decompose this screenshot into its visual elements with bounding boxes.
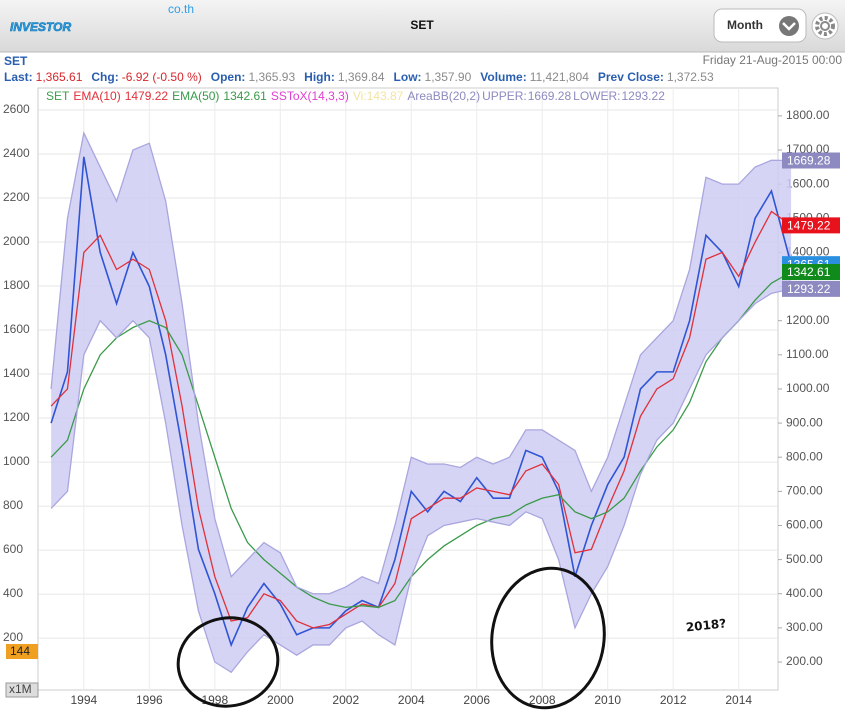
x-tick-label: 2002 — [332, 693, 359, 707]
y2-tick-label: 1400.00 — [786, 245, 830, 259]
legend-text: UPPER: — [482, 89, 527, 103]
y2-tick-label: 1800.00 — [786, 108, 830, 122]
y-tick-label: 2200 — [3, 190, 30, 204]
gear-hub — [820, 21, 830, 31]
x-tick-label: 2014 — [725, 693, 752, 707]
volume-badge-label: 144 — [10, 644, 30, 658]
legend-text: Vi:143.87 — [353, 89, 404, 103]
y2-tick-label: 500.00 — [786, 552, 823, 566]
series-line — [50, 271, 792, 609]
y-tick-label: 400 — [3, 586, 23, 600]
legend-text: AreaBB(20,2) — [407, 89, 480, 103]
period-label[interactable]: Month — [727, 18, 763, 32]
y2-tick-label: 800.00 — [786, 449, 823, 463]
y-tick-label: 1400 — [3, 366, 30, 380]
y2-tick-label: 600.00 — [786, 518, 823, 532]
y2-tick-label: 700.00 — [786, 484, 823, 498]
y-tick-label: 2000 — [3, 234, 30, 248]
y-tick-label: 1200 — [3, 410, 30, 424]
quote-label: Low: — [394, 70, 422, 84]
quote-value: 11,421,804 — [530, 70, 589, 84]
logo[interactable]: INVESTOR — [10, 20, 72, 35]
value-badge-label: 1479.22 — [787, 219, 831, 233]
series-line — [50, 288, 792, 674]
dropdown-chevron — [782, 22, 796, 31]
quote-label: Last: — [4, 70, 33, 84]
quote-label: High: — [304, 70, 335, 84]
y2-tick-label: 1600.00 — [786, 176, 830, 190]
quote-value: 1,369.84 — [338, 70, 385, 84]
y-tick-label: 1000 — [3, 454, 30, 468]
x-tick-label: 2008 — [529, 693, 556, 707]
quote-value: 1,365.93 — [248, 70, 295, 84]
quote-value: 1,365.61 — [36, 70, 83, 84]
value-badge — [782, 264, 840, 281]
x-tick-label: 1994 — [70, 693, 97, 707]
value-badge-label: 1293.22 — [787, 282, 831, 296]
y2-tick-label: 1200.00 — [786, 313, 830, 327]
logo-domain: co.th — [168, 2, 194, 16]
y2-tick-label: 400.00 — [786, 586, 823, 600]
y-tick-label: 200 — [3, 630, 23, 644]
y-tick-label: 800 — [3, 498, 23, 512]
y2-tick-label: 1000.00 — [786, 381, 830, 395]
value-badge — [782, 217, 840, 234]
quote-value: -6.92 (-0.50 %) — [122, 70, 202, 84]
y2-tick-label: 1100.00 — [786, 347, 829, 361]
series-line — [50, 156, 792, 648]
quote-label: Chg: — [91, 70, 118, 84]
hand-circle — [490, 566, 606, 710]
x-tick-label: 2004 — [398, 693, 425, 707]
page-title: SET — [410, 18, 434, 32]
quote-label: Volume: — [480, 70, 526, 84]
volume-scale-label: x1M — [9, 682, 32, 696]
value-badge — [782, 280, 840, 297]
y2-tick-label: 200.00 — [786, 654, 823, 668]
value-badge-label: 1342.61 — [787, 265, 831, 279]
series-line — [50, 130, 792, 595]
x-tick-label: 2000 — [267, 693, 294, 707]
quote-value: 1,357.90 — [425, 70, 472, 84]
legend-text: 1293.22 — [621, 89, 665, 103]
y2-tick-label: 900.00 — [786, 415, 823, 429]
handwritten-note: 2018? — [685, 616, 727, 634]
x-tick-label: 1996 — [136, 693, 163, 707]
hand-circle — [176, 616, 280, 708]
legend-text: SSToX(14,3,3) — [271, 89, 349, 103]
y-tick-label: 2600 — [3, 102, 30, 116]
volume-scale-badge — [5, 682, 39, 698]
y-tick-label: 600 — [3, 542, 23, 556]
legend-text: 1479.22 — [125, 89, 169, 103]
y-tick-label: 1800 — [3, 278, 30, 292]
legend-text: 1669.28 — [528, 89, 572, 103]
value-badge — [782, 152, 840, 169]
legend-text: 1342.61 — [223, 89, 267, 103]
quote-value: 1,372.53 — [667, 70, 714, 84]
y-tick-label: 2400 — [3, 146, 30, 160]
legend-text: SET — [46, 89, 70, 103]
band-area — [51, 132, 792, 673]
top-bar — [0, 0, 845, 52]
legend-text: EMA(50) — [172, 89, 219, 103]
symbol: SET — [4, 54, 28, 68]
x-tick-label: 2012 — [660, 693, 687, 707]
quote-datetime: Friday 21-Aug-2015 00:00 — [703, 53, 843, 67]
gear-icon — [815, 16, 835, 36]
series-line — [50, 210, 792, 629]
x-tick-label: 2010 — [594, 693, 621, 707]
value-badge-label: 1669.28 — [787, 154, 831, 168]
legend-text: LOWER: — [573, 89, 620, 103]
volume-badge — [6, 644, 38, 659]
y2-tick-label: 300.00 — [786, 620, 823, 634]
dropdown-icon[interactable] — [779, 16, 799, 36]
quote-label: Prev Close: — [598, 70, 664, 84]
x-tick-label: 2006 — [463, 693, 490, 707]
legend-text: EMA(10) — [73, 89, 120, 103]
y-tick-label: 1600 — [3, 322, 30, 336]
quote-label: Open: — [211, 70, 246, 84]
